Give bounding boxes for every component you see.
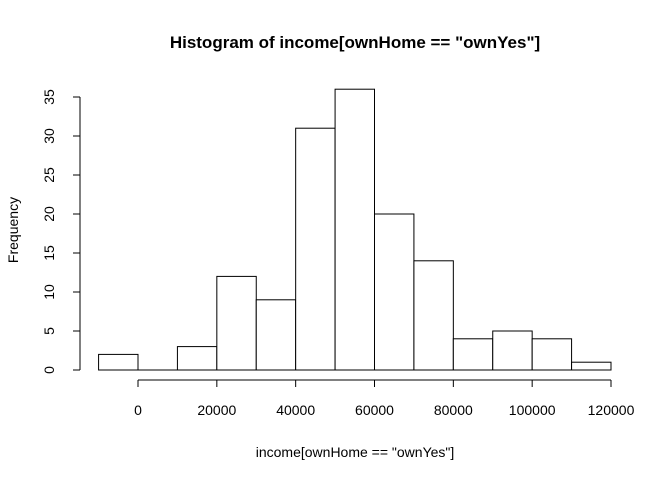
y-tick-label: 20	[41, 206, 57, 222]
y-tick-label: 35	[41, 89, 57, 105]
histogram-bar	[413, 260, 454, 371]
x-tick-label: 120000	[588, 402, 635, 418]
y-axis-label: Frequency	[5, 197, 21, 263]
y-tick-label: 25	[41, 167, 57, 183]
x-tick-label: 20000	[197, 402, 236, 418]
y-axis: 0 5 10 15 20 25 30 35	[41, 89, 81, 374]
chart-title: Histogram of income[ownHome == "ownYes"]	[170, 33, 540, 52]
histogram-bar	[452, 338, 494, 371]
y-tick-label: 15	[41, 245, 57, 261]
x-tick-label: 100000	[509, 402, 556, 418]
y-tick-label: 30	[41, 128, 57, 144]
x-tick-label: 0	[134, 402, 142, 418]
histogram-bar	[531, 338, 573, 371]
y-tick-label: 10	[41, 284, 57, 300]
x-tick-label: 40000	[276, 402, 315, 418]
histogram-bar	[492, 330, 533, 371]
histogram-bar	[176, 346, 218, 371]
histogram-bar	[571, 361, 612, 371]
y-tick-label: 0	[41, 366, 57, 374]
histogram-bar	[216, 275, 257, 371]
x-axis-label: income[ownHome == "ownYes"]	[256, 444, 455, 460]
x-axis: 0 20000 40000 60000 80000 100000 120000	[134, 379, 635, 418]
histogram-bar	[295, 127, 336, 371]
x-tick-label: 60000	[355, 402, 394, 418]
x-tick-label: 80000	[434, 402, 473, 418]
y-tick-label: 5	[41, 327, 57, 335]
histogram-bars	[98, 88, 612, 371]
histogram-bar	[255, 299, 297, 371]
histogram-bar	[334, 88, 376, 371]
histogram-bar	[374, 213, 415, 371]
histogram-bar	[98, 353, 139, 371]
